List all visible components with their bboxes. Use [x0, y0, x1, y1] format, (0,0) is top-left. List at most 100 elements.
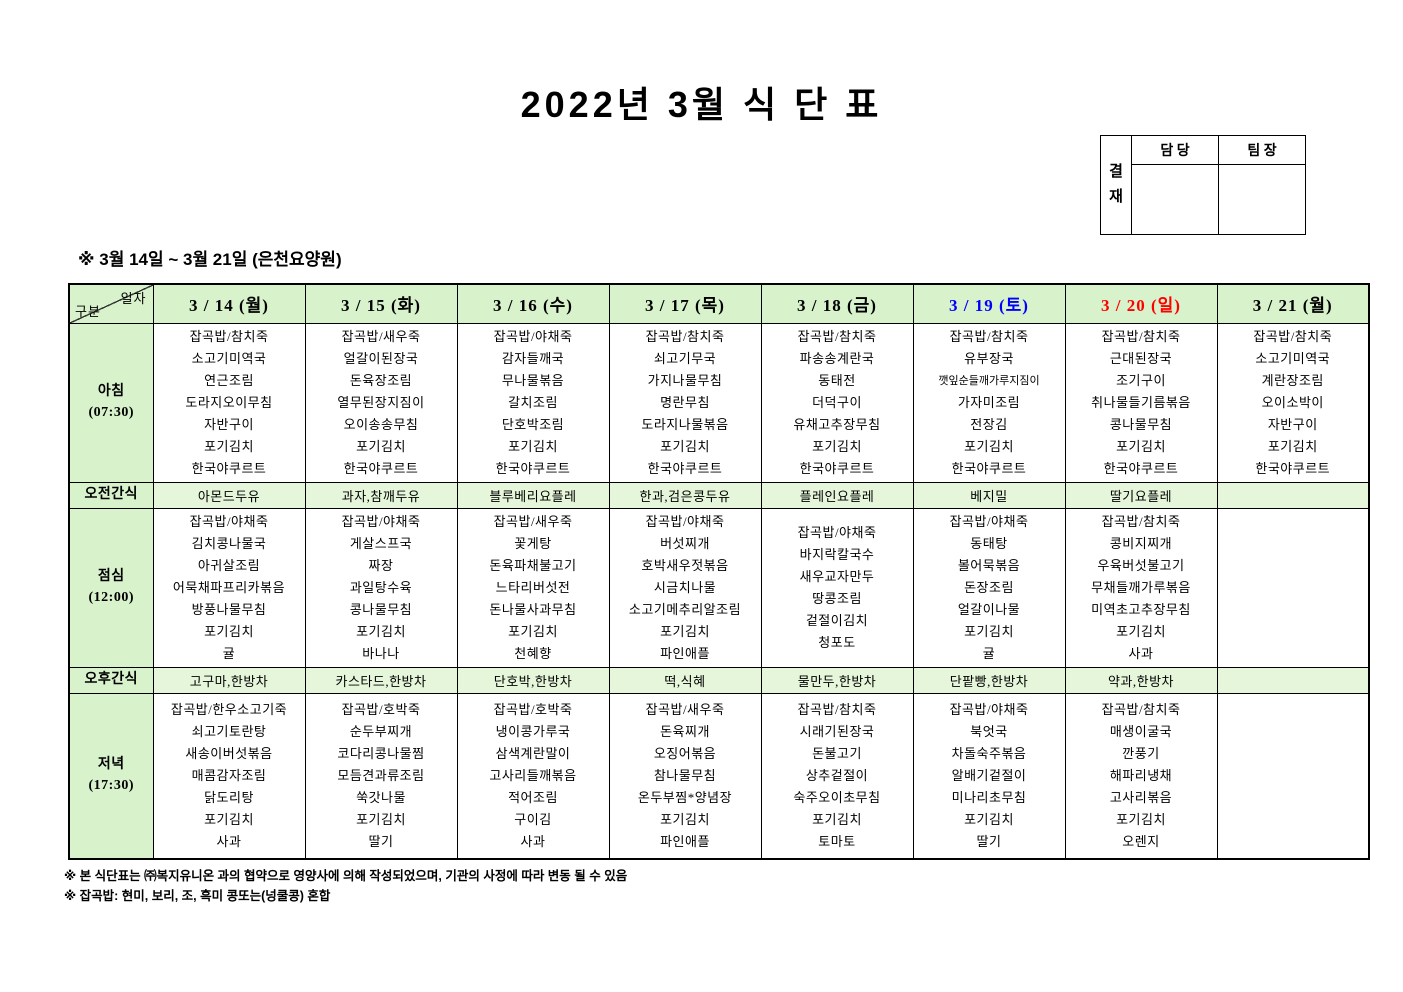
menu-item: 김치콩나물국 [191, 535, 267, 551]
menu-item: 우육버섯불고기 [1097, 557, 1185, 573]
menu-item: 짜장 [368, 557, 394, 573]
menu-item: 잡곡밥/새우죽 [341, 328, 421, 344]
menu-cell: 잡곡밥/새우죽 꽃게탕 돈육파채불고기 느타리버섯전 돈나물사과무침 포기김치 천혜향 [456, 507, 610, 668]
menu-item: 동태탕 [970, 535, 1008, 551]
menu-item: 잡곡밥/야채죽 [949, 701, 1029, 717]
date-header-6: 3 / 19 (토) [912, 283, 1066, 324]
row-label: 점심 (12:00) [68, 507, 154, 668]
menu-item: 취나물들기름볶음 [1091, 394, 1191, 410]
footnote-line: ※ 본 식단표는 ㈜복지유니온 과의 협약으로 영양사에 의해 작성되었으며, … [64, 869, 628, 883]
snack-cell: 딸기요플레 [1064, 481, 1218, 509]
menu-item: 북엇국 [970, 723, 1008, 739]
menu-item: 도라지오이무침 [185, 394, 273, 410]
menu-item: 잡곡밥/호박죽 [341, 701, 421, 717]
menu-item: 한국야쿠르트 [951, 460, 1027, 476]
menu-item: 근대된장국 [1109, 350, 1173, 366]
menu-item: 바지락칼국수 [799, 546, 875, 562]
menu-item: 포기김치 [356, 811, 406, 827]
menu-item: 시금치나물 [653, 579, 717, 595]
menu-item: 오이소박이 [1261, 394, 1324, 410]
row-label: 저녁 (17:30) [68, 692, 154, 860]
menu-item: 꽃게탕 [514, 535, 552, 551]
menu-item: 딸기 [976, 833, 1002, 849]
menu-item: 연근조림 [204, 372, 254, 388]
date-header-1: 3 / 14 (월) [152, 283, 306, 324]
menu-item: 조기구이 [1116, 372, 1166, 388]
menu-item: 포기김치 [508, 438, 558, 454]
menu-cell: 잡곡밥/새우죽 얼갈이된장국 돈육장조림 열무된장지짐이 오이송송무침 포기김치 한국야쿠르… [304, 322, 458, 483]
snack-cell: 과자,참깨두유 [304, 481, 458, 509]
menu-cell: 잡곡밥/참치죽 유부장국 깻잎순들깨가루지짐이 가자미조림 전장김 포기김치 한국야쿠르트 [912, 322, 1066, 483]
menu-cell [1216, 507, 1370, 668]
menu-item: 파인애플 [660, 833, 710, 849]
period-subtitle: ※ 3월 14일 ~ 3월 21일 (은천요양원) [78, 250, 342, 269]
menu-item: 순두부찌개 [349, 723, 413, 739]
snack-cell: 단호박,한방차 [456, 666, 610, 694]
menu-item: 잡곡밥/참치죽 [645, 328, 725, 344]
menu-item: 귤 [222, 645, 236, 661]
menu-item: 돈육장조림 [349, 372, 413, 388]
menu-item: 미역초고추장무침 [1091, 601, 1191, 617]
snack-cell: 물만두,한방차 [760, 666, 914, 694]
menu-item: 잡곡밥/참치죽 [1101, 513, 1181, 529]
menu-item: 소고기미역국 [1255, 350, 1331, 366]
menu-item: 구이김 [514, 811, 552, 827]
menu-cell: 잡곡밥/참치죽 콩비지찌개 우육버섯불고기 무채들깨가루볶음 미역초고추장무침 포기김치 사… [1064, 507, 1218, 668]
menu-item: 온두부찜*양념장 [637, 789, 733, 805]
menu-item: 깻잎순들깨가루지짐이 [938, 374, 1040, 387]
menu-cell: 잡곡밥/참치죽 근대된장국 조기구이 취나물들기름볶음 콩나물무침 포기김치 한국야쿠르트 [1064, 322, 1218, 483]
menu-item: 볼어묵볶음 [957, 557, 1021, 573]
menu-item: 땅콩조림 [812, 590, 862, 606]
menu-item: 포기김치 [964, 623, 1014, 639]
menu-item: 딸기 [368, 833, 394, 849]
snack-cell: 단팥빵,한방차 [912, 666, 1066, 694]
snack-cell: 아몬드두유 [152, 481, 306, 509]
menu-item: 닭도리탕 [204, 789, 254, 805]
menu-item: 잡곡밥/참치죽 [1101, 328, 1181, 344]
menu-item: 단호박조림 [501, 416, 565, 432]
approval-role-damdang: 담 당 [1131, 135, 1219, 165]
menu-item: 참나물무침 [653, 767, 717, 783]
approval-box: 결 재 담 당 팀 장 [1100, 135, 1306, 235]
menu-item: 포기김치 [1116, 623, 1166, 639]
menu-item: 쑥갓나물 [356, 789, 406, 805]
menu-item: 냉이콩가루국 [495, 723, 571, 739]
snack-cell: 약과,한방차 [1064, 666, 1218, 694]
menu-item: 사과 [216, 833, 242, 849]
menu-cell [1216, 692, 1370, 860]
menu-item: 포기김치 [812, 811, 862, 827]
menu-item: 무채들깨가루볶음 [1091, 579, 1191, 595]
menu-item: 돈장조림 [964, 579, 1014, 595]
menu-item: 도라지나물볶음 [641, 416, 729, 432]
row-label: 아침 (07:30) [68, 322, 154, 483]
menu-cell: 잡곡밥/야채죽 북엇국 차돌숙주볶음 알배기겉절이 미나리초무침 포기김치 딸기 [912, 692, 1066, 860]
menu-cell: 잡곡밥/야채죽 김치콩나물국 아귀살조림 어묵채파프리카볶음 방풍나물무침 포기김치 귤 [152, 507, 306, 668]
menu-item: 잡곡밥/참치죽 [1101, 701, 1181, 717]
approval-stamp-label: 결 재 [1100, 135, 1132, 235]
menu-item: 포기김치 [660, 438, 710, 454]
menu-item: 숙주오이초무침 [793, 789, 881, 805]
menu-item: 돈육파채불고기 [489, 557, 577, 573]
menu-item: 유부장국 [964, 350, 1014, 366]
menu-item: 전장김 [970, 416, 1008, 432]
menu-item: 가지나물무침 [647, 372, 723, 388]
date-header-5: 3 / 18 (금) [760, 283, 914, 324]
menu-item: 어묵채파프리카볶음 [172, 579, 286, 595]
page-title: 2022년 3월 식 단 표 [520, 84, 883, 125]
menu-item: 돈불고기 [812, 745, 862, 761]
menu-item: 쇠고기토란탕 [191, 723, 267, 739]
menu-item: 코다리콩나물찜 [337, 745, 425, 761]
date-header-3: 3 / 16 (수) [456, 283, 610, 324]
menu-item: 바나나 [362, 645, 400, 661]
menu-item: 얼갈이나물 [957, 601, 1021, 617]
menu-item: 새우교자만두 [799, 568, 875, 584]
footnotes: ※ 본 식단표는 ㈜복지유니온 과의 협약으로 영양사에 의해 작성되었으며, … [64, 866, 627, 906]
menu-item: 잡곡밥/참치죽 [1253, 328, 1333, 344]
menu-item: 잡곡밥/야채죽 [645, 513, 725, 529]
menu-cell: 잡곡밥/참치죽 소고기미역국 연근조림 도라지오이무침 자반구이 포기김치 한국야쿠르트 [152, 322, 306, 483]
menu-item: 잡곡밥/참치죽 [797, 328, 877, 344]
menu-item: 포기김치 [356, 623, 406, 639]
menu-cell: 잡곡밥/한우소고기죽 쇠고기토란탕 새송이버섯볶음 매콤감자조림 닭도리탕 포기김치 사과 [152, 692, 306, 860]
menu-item: 차돌숙주볶음 [951, 745, 1027, 761]
menu-item: 포기김치 [204, 623, 254, 639]
